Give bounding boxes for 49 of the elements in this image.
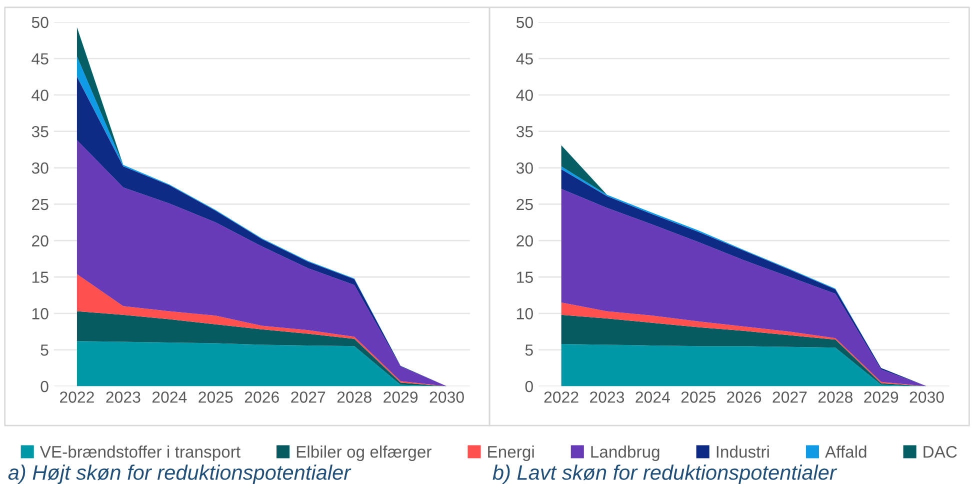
- x-tick-label: 2026: [727, 392, 762, 403]
- x-tick-label: 2024: [636, 392, 670, 403]
- legend-label: Industri: [716, 446, 769, 458]
- x-tick-label: 2026: [244, 392, 279, 403]
- x-tick-label: 2028: [337, 392, 372, 403]
- x-tick-label: 2023: [590, 392, 624, 403]
- x-tick-label: 2022: [544, 392, 578, 403]
- y-tick-label: 20: [32, 235, 48, 247]
- y-tick-label: 25: [516, 198, 533, 210]
- legend-label: Affald: [825, 446, 866, 458]
- y-tick-label: 15: [517, 272, 533, 283]
- y-tick-label: 50: [516, 16, 533, 28]
- legend-label: Elbiler og elfærger: [296, 446, 432, 462]
- text: a) Højt skøn for reduktionspotentialer: [8, 464, 352, 484]
- legend-label: Energi: [488, 446, 534, 462]
- y-tick-label: 20: [516, 235, 533, 247]
- y-tick-label: 25: [32, 198, 48, 210]
- legend-label: DAC: [924, 446, 957, 458]
- y-tick-label: 35: [516, 126, 533, 138]
- y-tick-label: 35: [32, 126, 48, 138]
- y-tick-label: 10: [517, 308, 533, 320]
- y-tick-label: 45: [516, 53, 533, 64]
- x-tick-label: 2029: [384, 392, 418, 403]
- x-tick-label: 2030: [430, 392, 464, 403]
- x-tick-label: 2023: [106, 392, 140, 403]
- y-tick-label: 40: [32, 90, 48, 101]
- y-tick-label: 45: [32, 53, 48, 64]
- x-tick-label: 2027: [291, 392, 326, 403]
- y-tick-label: 0: [40, 380, 48, 392]
- y-tick-label: 30: [516, 162, 533, 174]
- legend-label: Landbrug: [591, 446, 660, 462]
- x-tick-label: 2030: [910, 392, 944, 403]
- y-tick-label: 10: [32, 308, 48, 320]
- y-tick-label: 5: [40, 344, 48, 356]
- legend-label: VE-brændstoffer i transport: [40, 446, 240, 462]
- x-tick-label: 2029: [864, 392, 898, 403]
- x-tick-label: 2024: [152, 392, 187, 403]
- x-tick-label: 2028: [818, 392, 852, 403]
- y-tick-label: 30: [32, 162, 48, 174]
- y-tick-label: 0: [525, 380, 533, 392]
- text: b) Lavt skøn for reduktionspotentialer: [492, 464, 838, 484]
- x-tick-label: 2027: [772, 392, 807, 403]
- x-tick-label: 2022: [60, 392, 94, 403]
- x-tick-label: 2025: [198, 392, 233, 403]
- y-tick-label: 15: [32, 272, 48, 283]
- y-tick-label: 40: [516, 90, 533, 101]
- y-tick-label: 5: [525, 344, 533, 356]
- y-tick-label: 50: [32, 16, 48, 28]
- x-tick-label: 2025: [681, 392, 716, 403]
